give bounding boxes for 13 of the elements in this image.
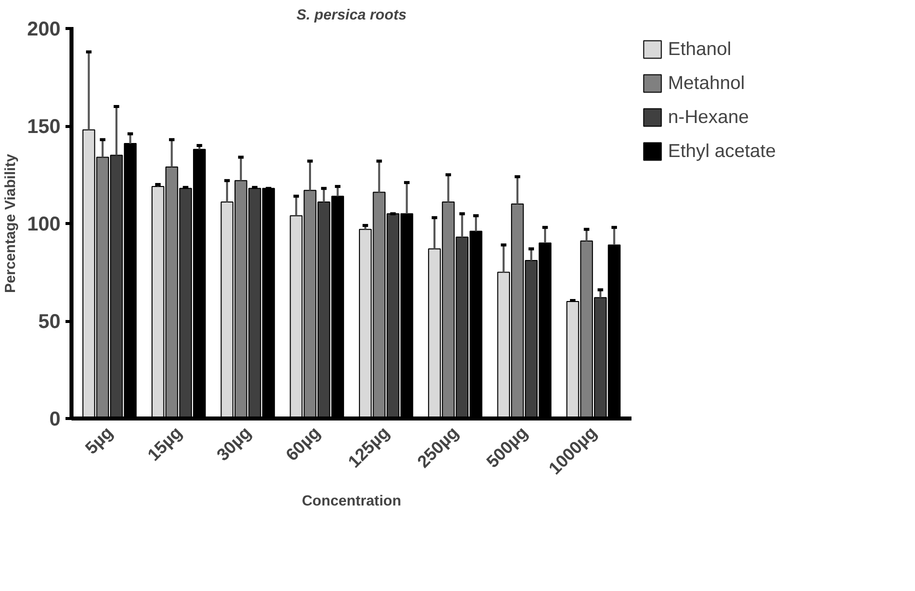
x-tick-label: 5µg [81, 422, 117, 458]
y-tick-label: 50 [38, 311, 61, 333]
chart-title: S. persica roots [296, 8, 406, 24]
y-tick-label: 100 [27, 214, 61, 236]
y-axis-title: Percentage Viability [3, 153, 20, 294]
legend-label: Metahnol [668, 72, 745, 94]
legend-label: n-Hexane [668, 106, 749, 128]
legend-label: Ethyl acetate [668, 140, 776, 162]
y-tick-label: 200 [27, 18, 61, 40]
y-tick-label: 150 [27, 116, 61, 138]
x-axis-title: Concentration [302, 493, 402, 510]
legend-label: Ethanol [668, 38, 732, 60]
y-tick-label: 0 [49, 408, 60, 430]
